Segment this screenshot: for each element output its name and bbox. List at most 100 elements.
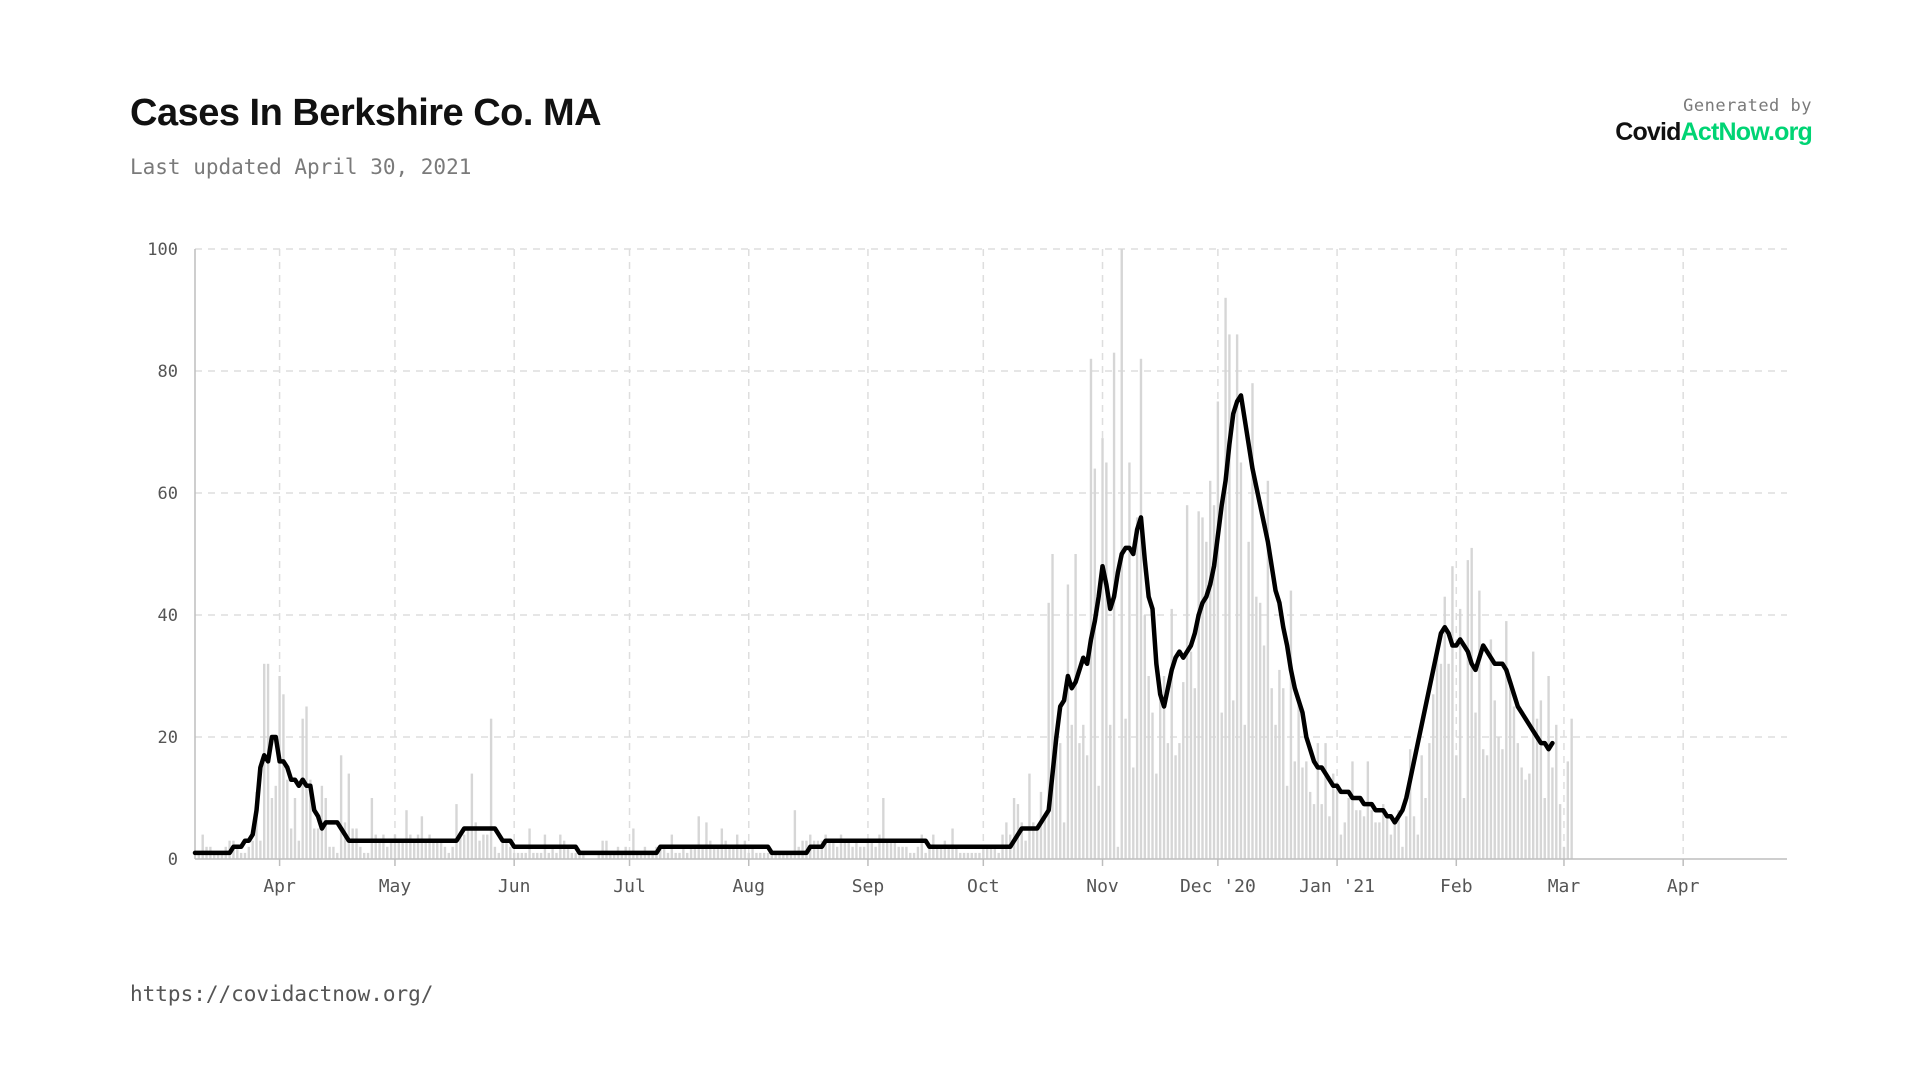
daily-cases-bar (1208, 480, 1212, 859)
daily-cases-bar (1097, 785, 1100, 859)
daily-cases-bar (1405, 816, 1408, 859)
daily-cases-bar (1424, 798, 1427, 859)
daily-cases-bar (724, 840, 727, 859)
daily-cases-bar (866, 840, 870, 859)
daily-cases-bar (801, 840, 804, 859)
daily-cases-bar (551, 846, 554, 859)
daily-cases-bar (1416, 834, 1420, 859)
daily-cases-bar (1185, 505, 1189, 859)
daily-cases-bar (674, 852, 677, 859)
x-tick-label: Jul (613, 876, 646, 897)
y-tick-label: 0 (168, 850, 178, 870)
daily-cases-bar (336, 852, 339, 859)
daily-cases-bar (297, 840, 301, 859)
daily-cases-bar (574, 852, 577, 859)
daily-cases-bar (909, 852, 912, 859)
daily-cases-bar (1074, 554, 1077, 859)
daily-cases-bar (1255, 596, 1258, 859)
daily-cases-bar (793, 810, 797, 859)
daily-cases-bar (739, 846, 743, 859)
x-tick-label: Oct (967, 876, 1000, 897)
daily-cases-bar (1143, 615, 1147, 859)
daily-cases-bar (1470, 547, 1473, 859)
x-tick-label: Apr (1667, 876, 1700, 897)
source-url[interactable]: https://covidactnow.org/ (130, 982, 434, 1006)
daily-cases-bar (601, 840, 604, 859)
daily-cases-bar (955, 846, 958, 859)
daily-cases-bar (416, 834, 420, 859)
daily-cases-bar (1205, 541, 1208, 859)
daily-cases-bar (359, 846, 362, 859)
daily-cases-bar (374, 834, 377, 859)
daily-cases-bar (816, 840, 820, 859)
daily-cases-bar (397, 840, 400, 859)
daily-cases-bar (878, 834, 881, 859)
daily-cases-bar (1489, 639, 1493, 859)
daily-cases-bar (755, 852, 758, 859)
daily-cases-bar (1124, 718, 1127, 859)
daily-cases-bar (732, 846, 735, 859)
daily-cases-bar (401, 840, 404, 859)
daily-cases-bar (1020, 822, 1023, 859)
brand-block[interactable]: Generated by CovidActNow.org (1615, 96, 1813, 147)
daily-cases-bar (278, 676, 281, 859)
daily-cases-bar (1485, 755, 1489, 859)
daily-cases-bar (497, 852, 500, 859)
daily-cases-bar (770, 852, 774, 859)
daily-cases-bar (1155, 773, 1158, 859)
daily-cases-bar (989, 846, 993, 859)
chart-title: Cases In Berkshire Co. MA (130, 92, 602, 134)
daily-cases-bar (439, 840, 443, 859)
daily-cases-bar (951, 828, 954, 859)
daily-cases-bar (459, 834, 462, 859)
daily-cases-bar (197, 852, 201, 859)
daily-cases-bar (1301, 767, 1304, 859)
daily-cases-bar (928, 846, 931, 859)
daily-cases-bar (328, 846, 331, 859)
daily-cases-bar (386, 846, 389, 859)
daily-cases-bar (1358, 810, 1362, 859)
daily-cases-bar (220, 852, 224, 859)
daily-cases-bar (1243, 724, 1246, 859)
covidactnow-logo[interactable]: CovidActNow.org (1615, 118, 1813, 147)
daily-cases-bar (647, 852, 650, 859)
daily-cases-bar (393, 834, 397, 859)
daily-cases-bar (1239, 462, 1243, 859)
daily-cases-bar (428, 834, 431, 859)
daily-cases-bar (443, 846, 447, 859)
daily-cases-bar (1312, 804, 1316, 859)
daily-cases-bar (1059, 743, 1062, 859)
daily-cases-bar (332, 846, 335, 859)
daily-cases-bar (489, 718, 493, 859)
daily-cases-bar (1297, 700, 1300, 859)
daily-cases-bar (213, 852, 216, 859)
daily-cases-bar (824, 834, 827, 859)
daily-cases-bar (697, 816, 700, 859)
daily-cases-bar (1105, 462, 1108, 859)
daily-cases-bar (812, 840, 816, 859)
daily-cases-bar (339, 755, 343, 859)
daily-cases-bar (282, 694, 285, 859)
daily-cases-bar (1235, 334, 1239, 859)
daily-cases-bar (1512, 706, 1516, 859)
daily-cases-bar (1251, 383, 1254, 859)
daily-cases-bar (978, 852, 981, 859)
daily-cases-bar (789, 852, 793, 859)
daily-cases-bar (701, 846, 704, 859)
daily-cases-bar (1551, 767, 1554, 859)
daily-cases-bar (482, 834, 485, 859)
daily-cases-bar (1432, 694, 1435, 859)
daily-cases-bar (1539, 700, 1543, 859)
daily-cases-bar (1247, 541, 1250, 859)
daily-cases-bar (1335, 785, 1339, 859)
daily-cases-bar (1109, 724, 1112, 859)
daily-cases-bar (885, 840, 889, 859)
daily-cases-bar (1258, 602, 1262, 859)
generated-by-label: Generated by (1683, 96, 1812, 116)
daily-cases-bar (1262, 645, 1266, 859)
daily-cases-bar (512, 852, 516, 859)
daily-cases-bar (743, 840, 747, 859)
daily-cases-bar (270, 798, 274, 859)
daily-cases-bar (855, 840, 858, 859)
daily-cases-bar (1228, 334, 1231, 859)
